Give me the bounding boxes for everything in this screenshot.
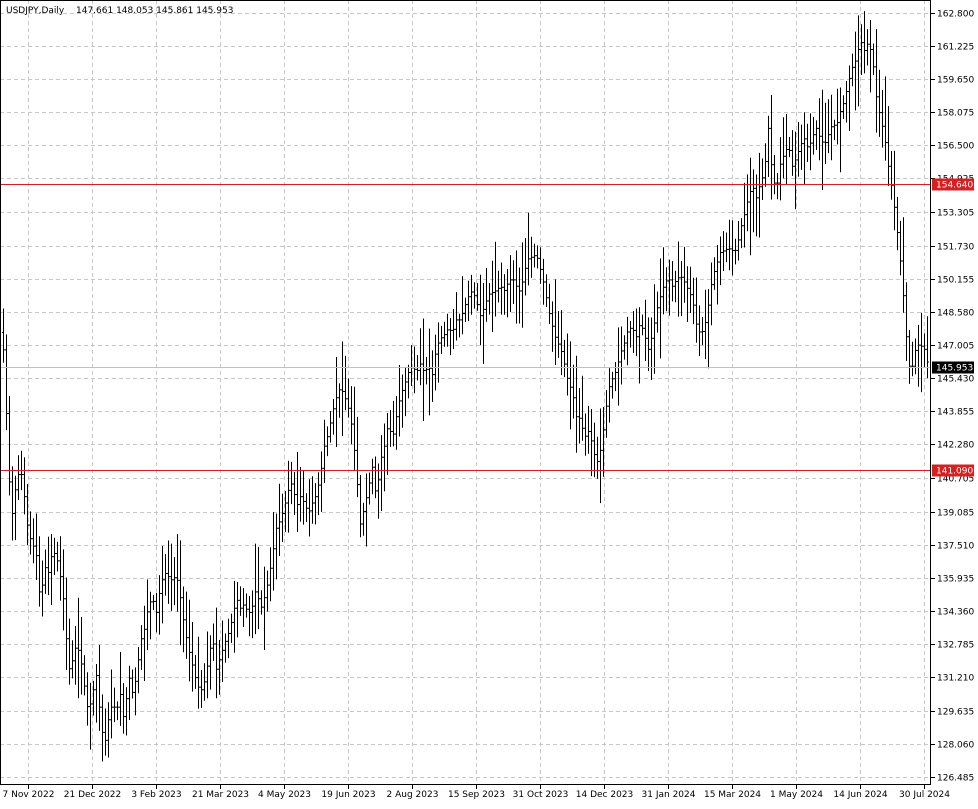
y-tick-label: 151.730	[937, 243, 974, 253]
y-tick-label: 142.280	[937, 441, 974, 451]
y-tick-label: 148.580	[937, 309, 974, 319]
horizontal-lines-layer	[0, 184, 931, 471]
price-axis: 162.800161.225159.650158.075156.500154.9…	[931, 10, 974, 784]
symbol-label: USDJPY,Daily	[6, 6, 65, 16]
x-tick-label: 19 Jun 2023	[321, 790, 375, 800]
x-tick-label: 15 Mar 2024	[704, 790, 761, 800]
y-tick-label: 145.430	[937, 375, 974, 385]
plot-frame	[0, 0, 931, 785]
y-tick-label: 134.360	[937, 608, 974, 618]
level-price-label: 154.640	[936, 181, 973, 191]
y-tick-label: 150.155	[937, 276, 974, 286]
x-tick-label: 4 May 2023	[258, 790, 311, 800]
time-axis: 7 Nov 2022 21 Dec 2022 3 Feb 2023 21 Mar 20…	[3, 785, 950, 800]
y-tick-label: 156.500	[937, 142, 974, 152]
x-tick-label: 3 Feb 2023	[131, 790, 181, 800]
y-tick-label: 126.485	[937, 774, 974, 784]
y-tick-label: 135.935	[937, 575, 974, 585]
x-tick-label: 7 Nov 2022	[3, 790, 55, 800]
y-tick-label: 128.060	[937, 741, 974, 751]
y-tick-label: 159.650	[937, 76, 974, 86]
current-price-label: 145.953	[936, 364, 973, 374]
x-tick-label: 2 Aug 2023	[387, 790, 439, 800]
x-tick-label: 14 Jun 2024	[833, 790, 887, 800]
x-tick-label: 31 Jan 2024	[642, 790, 696, 800]
x-tick-label: 1 May 2024	[770, 790, 823, 800]
level-price-tag	[932, 464, 974, 477]
y-tick-label: 131.210	[937, 674, 974, 684]
y-tick-label: 140.705	[937, 475, 974, 485]
y-tick-label: 162.800	[937, 10, 974, 20]
y-tick-label: 161.225	[937, 43, 974, 53]
y-tick-label: 137.510	[937, 542, 974, 552]
x-tick-label: 21 Mar 2023	[192, 790, 249, 800]
y-tick-label: 147.005	[937, 342, 974, 352]
y-tick-label: 158.075	[937, 109, 974, 119]
x-tick-label: 30 Jul 2024	[899, 790, 950, 800]
bars-layer	[2, 11, 929, 762]
y-tick-label: 153.305	[937, 209, 974, 219]
y-tick-label: 143.855	[937, 408, 974, 418]
y-tick-label: 139.085	[937, 509, 974, 519]
y-tick-label: 129.635	[937, 708, 974, 718]
level-price-tag	[932, 178, 974, 191]
x-tick-label: 14 Dec 2023	[576, 790, 634, 800]
level-price-label: 141.090	[936, 467, 973, 477]
x-tick-label: 15 Sep 2023	[448, 790, 505, 800]
current-price-tag	[932, 361, 974, 374]
y-tick-label: 132.785	[937, 641, 974, 651]
x-tick-label: 21 Dec 2022	[64, 790, 122, 800]
x-tick-label: 31 Oct 2023	[513, 790, 569, 800]
grid-layer	[0, 0, 931, 785]
ohlc-readout: 147.661 148.053 145.861 145.953	[76, 6, 233, 16]
